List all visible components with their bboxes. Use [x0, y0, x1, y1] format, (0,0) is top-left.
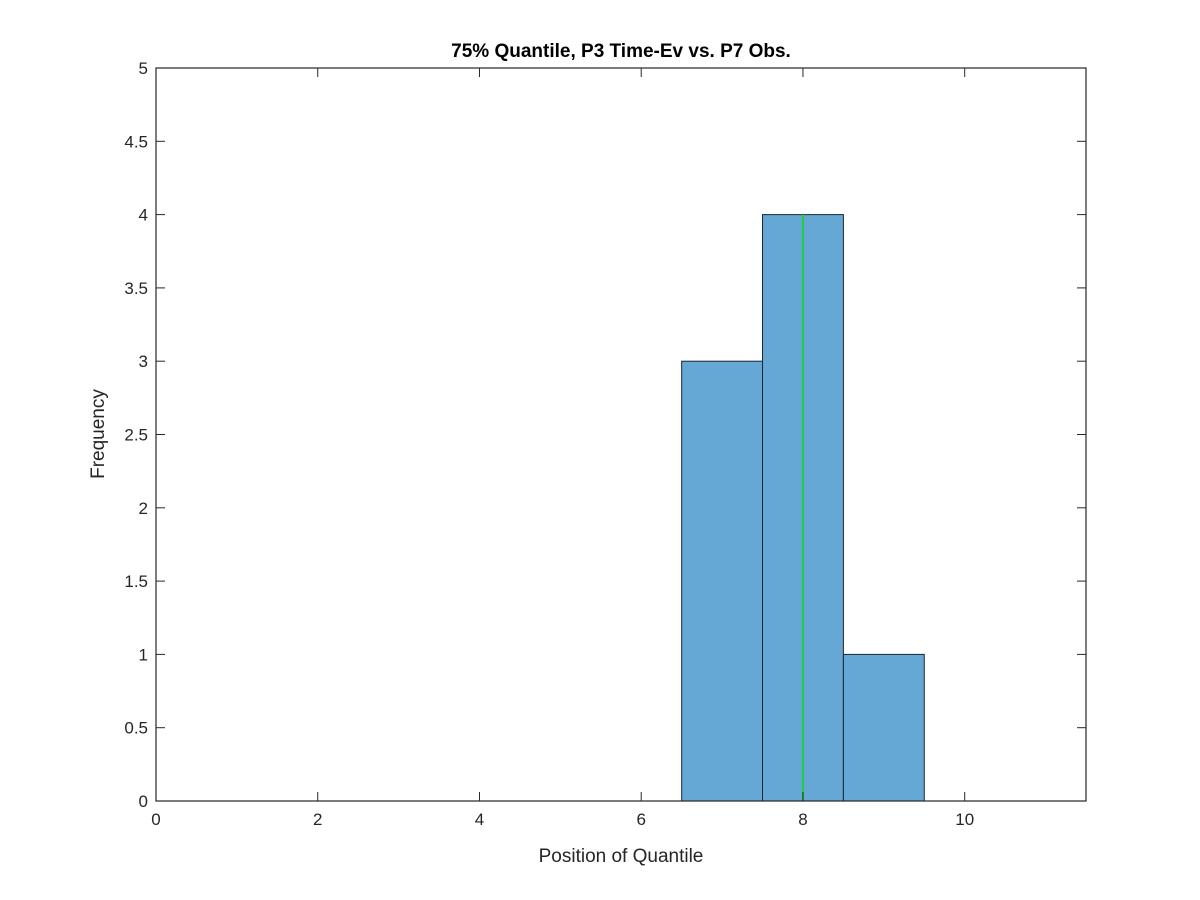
- x-tick-label: 4: [475, 810, 484, 829]
- x-tick-label: 0: [151, 810, 160, 829]
- axes-box: [155, 67, 1087, 802]
- y-tick-label: 2.5: [124, 426, 148, 445]
- y-tick-label: 4.5: [124, 132, 148, 151]
- x-axis-label: Position of Quantile: [539, 846, 704, 867]
- y-tick-label: 4: [139, 206, 148, 225]
- x-tick-label: 2: [313, 810, 322, 829]
- y-tick-label: 5: [139, 59, 148, 78]
- x-tick-label: 8: [798, 810, 807, 829]
- plot-area: 0 2 4 6 8 10 0 0.5 1 1.5 2 2.5 3 3.5 4 4.5 5: [124, 59, 1087, 829]
- y-tick-label: 3.5: [124, 279, 148, 298]
- y-tick-label: 0: [139, 792, 148, 811]
- y-tick-label: 1.5: [124, 572, 148, 591]
- y-axis-label: Frequency: [88, 389, 109, 479]
- y-tick-label: 3: [139, 352, 148, 371]
- chart-title: 75% Quantile, P3 Time-Ev vs. P7 Obs.: [451, 41, 791, 62]
- x-tick-label: 6: [636, 810, 645, 829]
- x-tick-label: 10: [955, 810, 974, 829]
- histogram-bar: [681, 360, 764, 802]
- y-tick-label: 2: [139, 499, 148, 518]
- histogram-bar: [842, 653, 925, 802]
- y-tick-label: 1: [139, 645, 148, 664]
- y-tick-label: 0.5: [124, 719, 148, 738]
